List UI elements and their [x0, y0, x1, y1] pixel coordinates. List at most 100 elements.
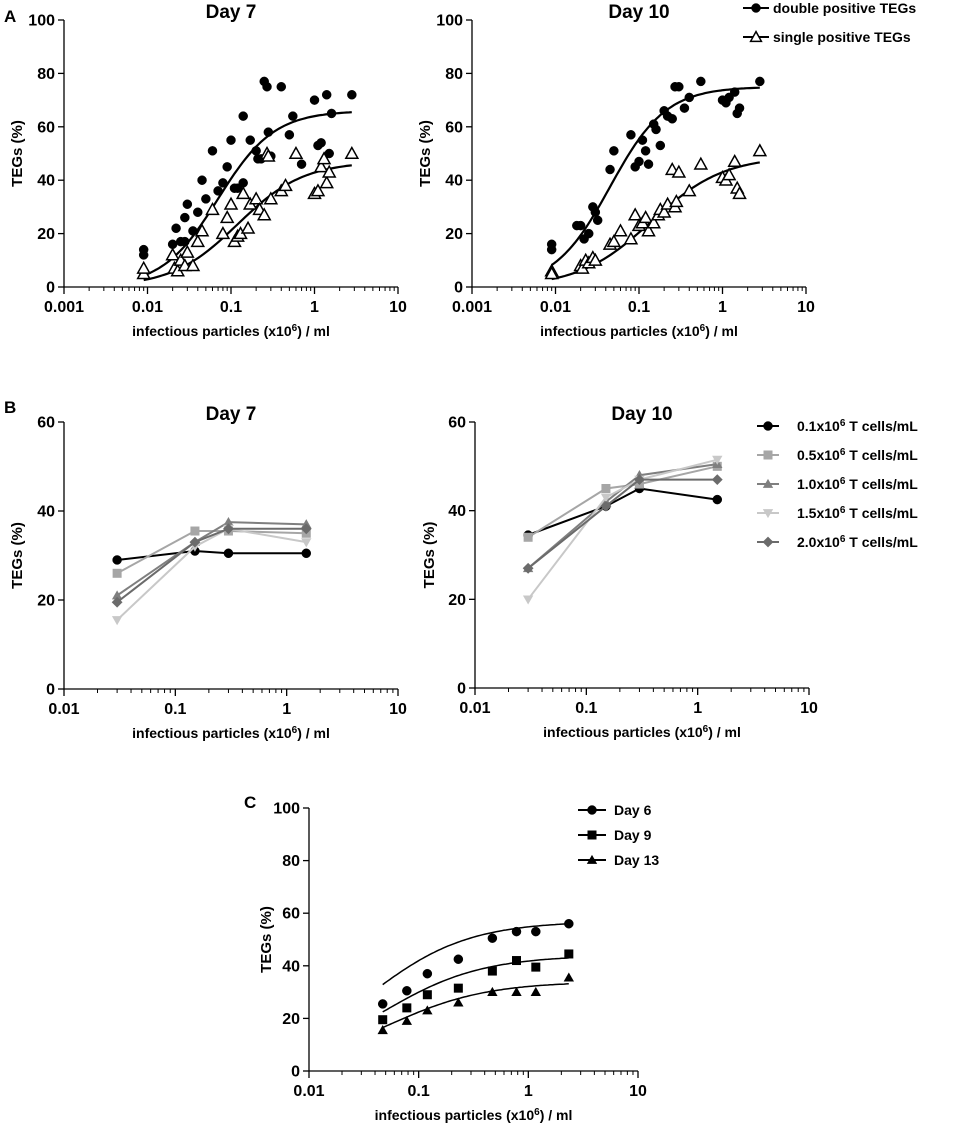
legend-marker — [749, 30, 763, 43]
x-axis-title: infectious particles (x106) / ml — [540, 323, 738, 340]
data-point — [112, 568, 122, 578]
y-axis-title: TEGs (%) — [9, 120, 26, 187]
legend-item: Day 9 — [578, 827, 652, 843]
y-tick-label: 60 — [282, 906, 300, 923]
y-axis-title: TEGs (%) — [258, 906, 275, 973]
data-point — [165, 247, 180, 261]
data-point — [111, 596, 123, 608]
data-point — [256, 207, 272, 221]
data-point — [679, 103, 690, 113]
chart-title: Day 7 — [206, 404, 257, 425]
y-tick-label: 80 — [445, 66, 463, 83]
x-tick-label: 0.01 — [293, 1083, 324, 1100]
y-axis-title: TEGs (%) — [421, 522, 438, 589]
data-point — [316, 151, 332, 165]
y-tick-label: 40 — [37, 504, 55, 521]
legend: double positive TEGs single positive TEGs — [743, 0, 916, 45]
x-tick-label: 10 — [389, 299, 407, 316]
y-tick-label: 40 — [282, 958, 300, 975]
data-point — [347, 90, 357, 100]
data-point — [301, 538, 312, 548]
legend-marker — [762, 509, 774, 519]
data-point — [575, 220, 586, 231]
data-point — [326, 108, 337, 119]
data-point — [284, 130, 295, 140]
legend-label: 1.0x106 T cells/mL — [797, 476, 918, 493]
series-line — [527, 478, 718, 570]
data-point — [377, 999, 388, 1009]
chart-a2: 0 20 40 60 80 100 0.001 0.01 0.1 1 10 Day 10 infecti… — [417, 0, 916, 339]
data-point — [235, 186, 251, 200]
data-point — [511, 956, 521, 966]
data-point — [180, 236, 190, 247]
data-point — [189, 536, 201, 548]
x-tick-label: 0.01 — [459, 700, 490, 717]
y-tick-label: 0 — [291, 1064, 300, 1081]
data-point — [531, 926, 541, 937]
data-point — [641, 223, 656, 237]
legend-item: single positive TEGs — [743, 29, 911, 45]
data-point — [627, 207, 643, 221]
x-tick-label: 10 — [389, 701, 407, 718]
x-tick-label: 0.1 — [575, 700, 597, 717]
x-tick-label: 0.001 — [452, 299, 492, 316]
legend-label: 1.5x106 T cells/mL — [797, 505, 918, 522]
panel-label-c: C — [244, 793, 256, 812]
chart-b2: 0 20 40 60 0.01 0.1 1 10 Day 10 infectious partic… — [421, 404, 918, 740]
y-tick-label: 20 — [282, 1011, 300, 1028]
data-point — [592, 215, 603, 225]
data-point — [401, 1015, 413, 1025]
data-point — [251, 146, 261, 156]
data-point — [190, 526, 200, 536]
data-point — [171, 223, 181, 234]
data-point — [623, 231, 639, 245]
fit-curve — [382, 957, 569, 1013]
x-tick-label: 0.1 — [628, 299, 650, 316]
y-axis-title: TEGs (%) — [417, 120, 434, 187]
data-point — [180, 212, 190, 223]
data-point — [522, 562, 534, 574]
data-point — [712, 494, 723, 505]
data-point — [238, 111, 248, 121]
data-point — [112, 555, 122, 565]
data-point — [321, 164, 337, 178]
data-point — [185, 258, 201, 272]
data-point — [218, 178, 228, 188]
data-point — [453, 997, 464, 1007]
legend-item: 2.0x106 T cells/mL — [757, 534, 918, 550]
data-point — [609, 146, 619, 156]
x-tick-label: 1 — [524, 1083, 533, 1100]
data-point — [136, 260, 151, 274]
data-point — [511, 926, 522, 937]
data-point — [262, 82, 272, 92]
x-tick-label: 1 — [310, 299, 319, 316]
data-point — [207, 146, 218, 156]
y-tick-label: 40 — [37, 173, 55, 190]
data-point — [583, 228, 594, 239]
series — [522, 458, 723, 573]
data-point — [182, 199, 193, 209]
legend-label: Day 13 — [614, 852, 659, 868]
y-tick-label: 0 — [46, 682, 55, 699]
chart-title: Day 10 — [608, 2, 669, 23]
x-tick-label: 1 — [282, 701, 291, 718]
data-point — [453, 983, 463, 993]
data-point — [219, 210, 235, 224]
legend-label: Day 6 — [614, 802, 652, 818]
data-point — [523, 532, 533, 542]
legend-label: double positive TEGs — [773, 0, 916, 16]
y-tick-label: 60 — [37, 415, 55, 432]
series — [523, 461, 722, 542]
series — [377, 918, 574, 1009]
data-point — [684, 92, 695, 103]
data-point — [205, 202, 220, 216]
data-point — [732, 186, 747, 200]
legend-item: 0.5x106 T cells/mL — [757, 447, 918, 463]
x-tick-label: 0.1 — [164, 701, 186, 718]
legend-marker — [587, 805, 597, 815]
data-point — [278, 177, 293, 192]
data-point — [563, 972, 574, 982]
series — [136, 145, 360, 282]
data-point — [721, 167, 737, 181]
